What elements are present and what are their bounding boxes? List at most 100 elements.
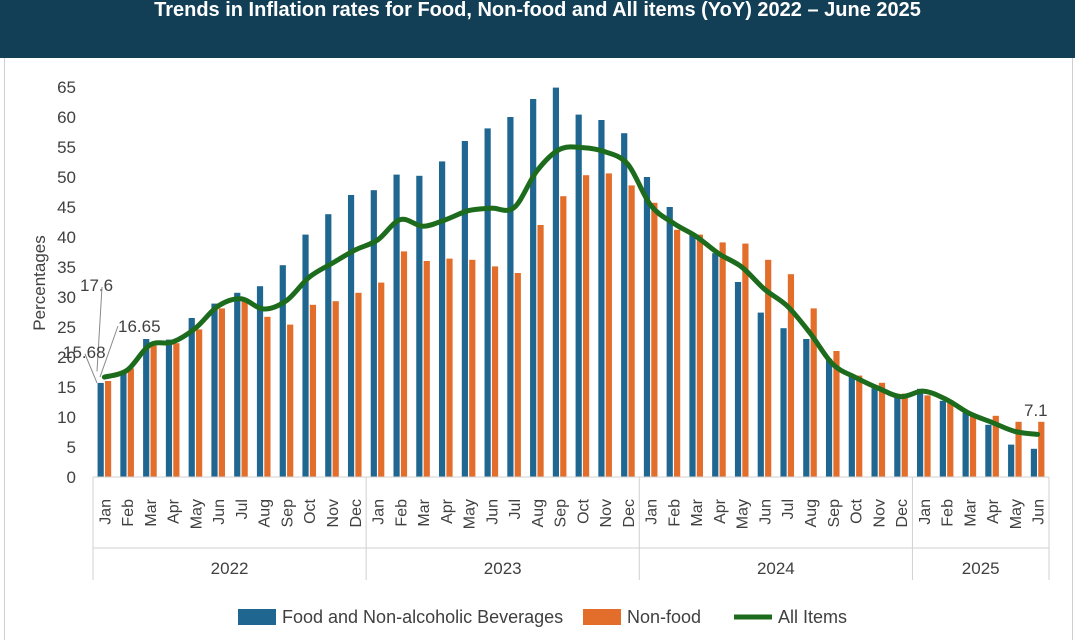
non-food-bar [605,173,612,477]
non-food-bar [355,292,362,477]
non-food-bar [833,351,840,477]
month-label: Nov [325,499,342,527]
non-food-bar [810,308,817,477]
food-bar [917,388,924,477]
legend-label: Non-food [627,607,701,627]
food-bar [871,388,878,477]
all-items-line [101,144,1041,437]
food-bar [1030,448,1038,477]
food-bar [347,195,355,477]
month-label: Feb [666,499,683,527]
y-tick-label: 35 [57,258,76,277]
non-food-bar [901,393,908,477]
y-tick-label: 25 [57,318,76,337]
food-bar [780,328,787,477]
food-bar [1008,444,1015,477]
non-food-bar [674,229,681,477]
chart-title: Trends in Inflation rates for Food, Non-… [154,0,921,20]
non-food-bar [992,415,999,477]
food-bar [120,371,127,477]
non-food-bar [878,382,886,477]
month-label: Feb [393,499,410,527]
non-food-bar [491,266,499,477]
non-food-bar [423,261,430,477]
non-food-bar [309,304,317,477]
month-label: May [188,499,205,529]
non-food-bar [287,324,294,477]
food-bar [325,214,332,477]
food-bar [825,358,833,477]
chart-frame [4,58,1073,640]
non-food-bar [469,259,476,477]
month-label: Nov [598,499,615,527]
month-label: Feb [940,499,957,527]
non-food-bar [856,375,863,477]
y-tick-label: 5 [67,438,76,457]
month-label: Apr [166,498,183,524]
month-label: Dec [621,499,638,527]
food-bar [484,128,491,477]
food-bar [143,339,150,477]
y-axis-label: Percentages [30,235,49,330]
y-axis: 0 5 10 15 20 25 30 35 40 45 50 55 60 65 [57,78,76,487]
non-food-bar [742,243,749,477]
month-label: Jan [97,499,114,525]
food-bar [689,234,696,477]
food-bar [985,424,992,477]
data-label: 17.6 [80,276,113,295]
non-food-bar [514,273,521,477]
month-label: Jul [507,499,524,519]
food-bar [621,133,628,477]
non-food-bar [264,316,271,477]
food-bar [165,339,173,477]
month-label: Jun [1031,499,1048,525]
non-food-bar [127,368,134,477]
food-bar [211,303,218,477]
year-label: 2025 [962,559,1000,578]
non-food-bar [537,225,544,477]
line-group [101,144,1041,437]
month-label: Jan [917,499,934,525]
food-bar [530,99,537,477]
data-label: 15.68 [63,343,106,362]
y-tick-label: 50 [57,168,76,187]
title-banner [0,0,1075,58]
food-bar [256,286,264,477]
month-label: Jun [211,499,228,525]
month-label: Sep [826,499,843,528]
bars-group [97,87,1045,478]
month-label: Jan [644,499,661,525]
non-food-bar [924,395,931,477]
y-tick-label: 10 [57,408,76,427]
month-label: Aug [530,499,547,527]
non-food-bar [560,196,567,477]
month-label: Jul [780,499,797,519]
legend-label: All Items [778,607,847,627]
y-tick-label: 65 [57,78,76,97]
food-bar [803,339,810,477]
x-axis: Jan Feb Mar Apr May Jun Jul Aug Sep Oct Nov Dec Jan F… [92,476,1050,580]
month-label: Aug [257,499,274,527]
month-label: May [735,499,752,529]
y-tick-label: 55 [57,138,76,157]
food-bar [416,175,423,478]
month-label: May [1008,499,1025,529]
food-bar [302,234,309,477]
food-bar [234,292,241,477]
non-food-bar [719,242,726,477]
legend-swatch [238,609,276,625]
food-bar [939,400,946,477]
food-bar [188,318,195,477]
food-bar [393,174,400,477]
month-label: Oct [575,498,592,523]
month-label: Mar [689,498,706,526]
food-bar [712,253,719,477]
non-food-bar [969,416,977,477]
food-bar [575,114,582,477]
month-label: Mar [416,498,433,526]
annotations: 17.6 16.65 15.68 7.1 [63,276,1048,420]
leader-line [96,286,103,372]
non-food-bar [378,282,385,477]
y-tick-label: 40 [57,228,76,247]
